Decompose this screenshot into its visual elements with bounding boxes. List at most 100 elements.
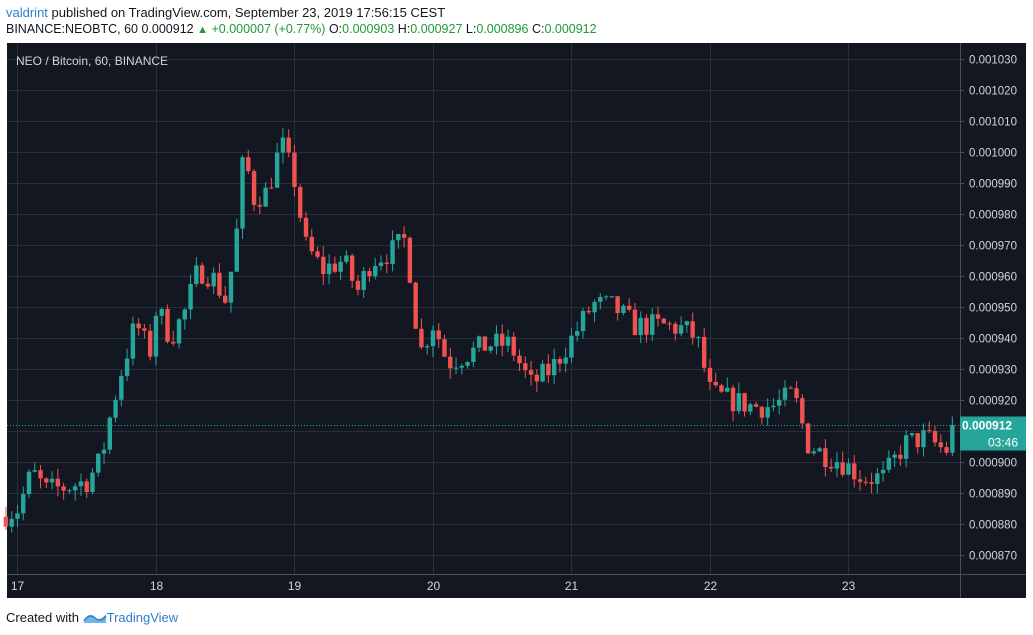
plot-area[interactable] <box>7 43 960 574</box>
candle-down <box>355 280 361 290</box>
candle-down <box>136 323 141 329</box>
candle-up <box>488 346 493 351</box>
price-tick-label: 0.000960 <box>969 272 1017 284</box>
candle-down <box>321 256 326 275</box>
time-tick-label: 23 <box>842 579 856 593</box>
price-tick-label: 0.001000 <box>969 148 1017 160</box>
candle-up <box>598 296 603 302</box>
candles <box>3 128 955 533</box>
candle-up <box>378 262 384 266</box>
close-value: 0.000912 <box>544 22 597 36</box>
candle-up <box>771 405 776 408</box>
candle-up <box>240 157 245 229</box>
candle-down <box>142 328 147 331</box>
candle-up <box>609 296 615 298</box>
price-change: +0.000007 (+0.77%) <box>211 22 326 36</box>
candle-down <box>303 217 309 237</box>
candle-down <box>644 317 649 335</box>
candle-down <box>753 404 759 407</box>
price-tick-label: 0.001030 <box>969 55 1017 67</box>
candle-up <box>96 453 101 473</box>
up-arrow-icon: ▲ <box>197 24 208 36</box>
last-price-value: 0.000912 <box>962 419 1012 433</box>
candle-down <box>557 358 563 364</box>
candle-down <box>805 423 811 454</box>
candle-up <box>338 261 343 272</box>
candle-up <box>459 365 465 368</box>
candle-down <box>413 282 418 329</box>
candle-down <box>794 388 799 399</box>
candle-up <box>361 271 366 290</box>
price-axis[interactable] <box>960 43 1026 574</box>
candle-down <box>944 447 949 453</box>
time-tick-label: 22 <box>704 579 718 593</box>
candle-down <box>349 255 355 281</box>
author-link[interactable]: valdrint <box>6 5 48 20</box>
candle-up <box>21 494 26 514</box>
candle-down <box>419 328 424 348</box>
candle-up <box>551 358 557 376</box>
tradingview-logo-icon <box>82 609 107 628</box>
price-tick-label: 0.000870 <box>969 551 1017 563</box>
candle-down <box>38 470 43 479</box>
tradingview-link[interactable]: TradingView <box>106 609 179 625</box>
candle-up <box>592 301 597 313</box>
time-tick-label: 20 <box>427 579 441 593</box>
axis-corner <box>960 574 1026 598</box>
candle-up <box>638 317 643 336</box>
candle-up <box>396 234 401 241</box>
candle-up <box>834 462 840 469</box>
candle-up <box>580 310 586 332</box>
candle-down <box>534 374 540 382</box>
candle-down <box>800 398 805 424</box>
candle-down <box>217 272 222 296</box>
price-tick-label: 0.001010 <box>969 117 1017 129</box>
close-label: C: <box>531 22 545 36</box>
open-label: O: <box>328 22 343 36</box>
candle-up <box>725 387 730 392</box>
price-tick-label: 0.000880 <box>969 520 1017 532</box>
candle-up <box>903 435 909 459</box>
price-chart[interactable]: 0.001030 0.001020 0.001010 0.001000 0.000990… <box>0 42 1033 599</box>
candle-up <box>182 309 188 320</box>
candle-up <box>49 478 55 483</box>
candle-up <box>130 323 136 359</box>
candle-up <box>811 451 817 454</box>
candle-down <box>667 323 672 325</box>
candle-up <box>373 265 378 277</box>
candle-up <box>765 407 770 418</box>
candle-down <box>626 305 632 310</box>
candle-down <box>55 478 61 487</box>
candle-down <box>84 481 89 493</box>
candle-up <box>101 449 107 454</box>
candle-down <box>719 385 724 392</box>
candle-up <box>540 363 545 382</box>
candle-up <box>471 347 476 363</box>
candle-down <box>482 336 488 351</box>
candle-up <box>909 433 915 436</box>
candle-down <box>759 406 765 418</box>
candle-up <box>119 375 124 400</box>
candle-down <box>165 308 170 342</box>
bar-countdown: 03:46 <box>988 436 1018 450</box>
candle-down <box>44 478 49 483</box>
candle-up <box>621 305 626 314</box>
candle-down <box>269 187 274 189</box>
candle-up <box>234 228 239 272</box>
candle-up <box>263 187 268 207</box>
candle-up <box>188 284 193 310</box>
candle-down <box>828 467 834 469</box>
candle-up <box>390 240 395 264</box>
candle-up <box>280 137 286 153</box>
symbol-label: BINANCE:NEOBTC, 60 <box>6 22 138 36</box>
candle-down <box>199 265 205 284</box>
candle-down <box>713 382 718 386</box>
time-tick-label: 19 <box>288 579 302 593</box>
candle-down <box>938 442 943 448</box>
candle-down <box>546 363 551 376</box>
candle-up <box>124 358 130 376</box>
candle-up <box>90 472 95 493</box>
candle-down <box>690 321 695 338</box>
time-axis[interactable] <box>7 574 960 598</box>
price-tick-label: 0.000980 <box>969 210 1017 222</box>
